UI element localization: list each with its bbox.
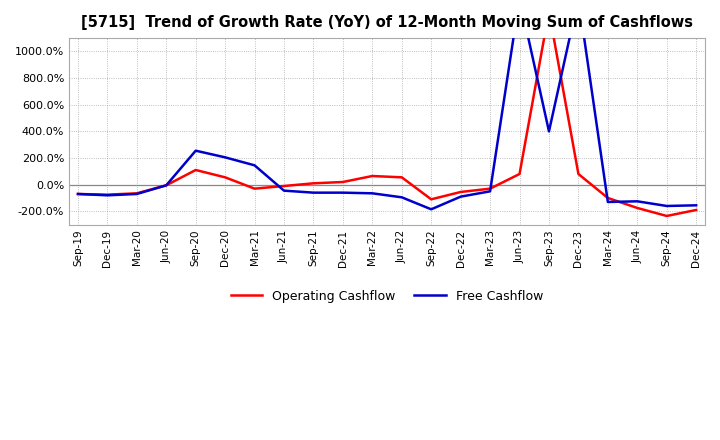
Free Cashflow [368,191,377,196]
Free Cashflow [574,0,582,1]
Operating Cashflow [309,181,318,186]
Operating Cashflow [279,183,288,189]
Operating Cashflow [516,171,524,176]
Operating Cashflow [338,180,347,185]
Operating Cashflow [73,191,82,197]
Free Cashflow [456,194,465,199]
Free Cashflow [633,199,642,204]
Operating Cashflow [486,186,495,191]
Free Cashflow [132,191,141,197]
Free Cashflow [692,203,701,208]
Free Cashflow [516,0,524,1]
Free Cashflow [427,207,436,212]
Operating Cashflow [692,207,701,213]
Free Cashflow [73,191,82,197]
Operating Cashflow [574,171,582,176]
Operating Cashflow [427,197,436,202]
Free Cashflow [103,193,112,198]
Free Cashflow [338,190,347,195]
Title: [5715]  Trend of Growth Rate (YoY) of 12-Month Moving Sum of Cashflows: [5715] Trend of Growth Rate (YoY) of 12-… [81,15,693,30]
Operating Cashflow [192,167,200,172]
Free Cashflow [397,194,406,200]
Free Cashflow [221,155,230,160]
Legend: Operating Cashflow, Free Cashflow: Operating Cashflow, Free Cashflow [226,285,548,308]
Operating Cashflow [132,191,141,196]
Operating Cashflow [368,173,377,179]
Free Cashflow [603,199,612,205]
Operating Cashflow [162,183,171,188]
Operating Cashflow [633,205,642,211]
Line: Operating Cashflow: Operating Cashflow [78,11,696,216]
Free Cashflow [544,129,553,134]
Free Cashflow [192,148,200,153]
Operating Cashflow [221,175,230,180]
Operating Cashflow [397,175,406,180]
Free Cashflow [309,190,318,195]
Operating Cashflow [456,189,465,194]
Operating Cashflow [103,192,112,197]
Operating Cashflow [544,9,553,14]
Free Cashflow [662,203,671,209]
Operating Cashflow [662,213,671,219]
Operating Cashflow [603,195,612,201]
Free Cashflow [251,163,259,168]
Line: Free Cashflow: Free Cashflow [78,0,696,209]
Operating Cashflow [251,186,259,191]
Free Cashflow [162,183,171,188]
Free Cashflow [279,188,288,193]
Free Cashflow [486,189,495,194]
